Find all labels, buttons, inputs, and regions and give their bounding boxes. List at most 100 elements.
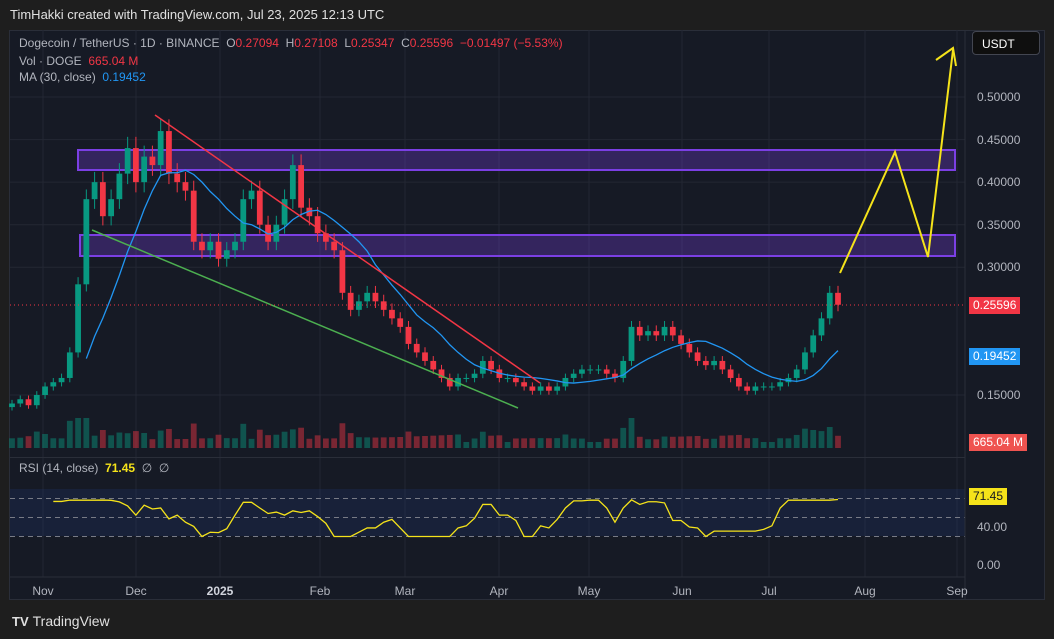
volume-bar [835, 435, 841, 448]
time-tick-label: Aug [854, 584, 876, 598]
rsi-tick-label: 40.00 [977, 520, 1008, 534]
volume-legend[interactable]: Vol · DOGE 665.04 M [19, 54, 138, 68]
volume-bar [818, 431, 825, 448]
rsi-extra-2: ∅ [158, 461, 170, 475]
volume-bar [785, 438, 792, 448]
ma-value: 0.19452 [102, 70, 146, 84]
candle-body [174, 173, 181, 183]
projection-path [839, 49, 954, 274]
volume-bar [413, 436, 420, 448]
candle-body [620, 360, 627, 378]
candle-body [504, 377, 511, 379]
volume-bar [455, 434, 461, 448]
volume-bar [314, 435, 321, 448]
candle-body [223, 250, 230, 259]
volume-bar [760, 442, 767, 448]
candle-body [438, 369, 445, 378]
volume-bar [42, 434, 48, 448]
last-price-badge: 0.25596 [969, 297, 1021, 314]
volume-bar [116, 432, 123, 448]
candle-body [653, 331, 660, 336]
candle-body [190, 190, 197, 242]
candle-body [479, 360, 486, 374]
volume-bar [719, 435, 726, 448]
candle-body [50, 382, 57, 387]
ma-legend[interactable]: MA (30, close) 0.19452 [19, 70, 146, 84]
rsi-line [53, 498, 839, 538]
volume-bar [595, 442, 602, 448]
candle-body [727, 369, 734, 378]
candle-body [314, 216, 321, 234]
volume-badge: 665.04 M [969, 434, 1028, 451]
volume-label: Vol · DOGE [19, 54, 82, 68]
time-tick-label: Mar [394, 584, 416, 598]
volume-bar [9, 438, 15, 448]
candle-body [810, 335, 817, 353]
candle-body [99, 182, 106, 217]
candle-body [471, 373, 478, 378]
open-value: 0.27094 [235, 36, 279, 50]
volume-bar [322, 438, 329, 448]
candle-body [75, 284, 81, 353]
candle-body [166, 131, 172, 174]
candle-body [182, 182, 189, 191]
volume-bar [372, 437, 379, 448]
candle-body [83, 199, 90, 285]
candle-body [636, 326, 643, 336]
candle-body [405, 326, 412, 344]
volume-bar [636, 436, 643, 448]
chart-panel[interactable] [9, 30, 1045, 600]
symbol-legend[interactable]: Dogecoin / TetherUS · 1D · BINANCE O0.27… [19, 36, 563, 50]
symbol-name: Dogecoin / TetherUS · 1D · BINANCE [19, 36, 220, 50]
candle-body [512, 377, 519, 383]
rsi-label: RSI (14, close) [19, 461, 99, 475]
time-tick-label: Feb [309, 584, 331, 598]
time-tick-label: Nov [32, 584, 54, 598]
volume-bar [620, 427, 627, 448]
volume-bar [157, 430, 164, 448]
pane-divider [10, 457, 965, 458]
volume-bar [281, 431, 288, 448]
rsi-band-lines [10, 498, 965, 537]
rsi-legend[interactable]: RSI (14, close) 71.45 ∅ ∅ [19, 461, 169, 475]
volume-bar [645, 439, 651, 448]
volume-bar [215, 434, 222, 448]
candle-body [256, 190, 263, 225]
rsi-badge: 71.45 [969, 488, 1008, 505]
candle-body [669, 326, 676, 336]
volume-bar [364, 437, 371, 448]
volume-bar [174, 439, 181, 448]
volume-bar [25, 436, 32, 448]
volume-bar [289, 429, 296, 448]
candle-body [628, 326, 635, 361]
volume-bar [669, 436, 676, 448]
volume-bar [612, 438, 618, 448]
volume-bar [496, 435, 503, 448]
candle-body [752, 386, 759, 391]
volume-bar [603, 438, 610, 448]
price-tick-label: 0.15000 [977, 387, 1021, 402]
candle-body [380, 301, 387, 310]
volume-bar [273, 434, 280, 448]
currency-button[interactable]: USDT [972, 31, 1040, 55]
volume-bar [744, 438, 751, 448]
rsi-value: 71.45 [105, 461, 136, 475]
candle-body [777, 382, 784, 387]
volume-bar [463, 442, 470, 448]
candle-body [240, 199, 247, 242]
candle-body [694, 352, 701, 361]
tradingview-logo[interactable]: TV TradingView [12, 613, 110, 629]
volume-bar [58, 438, 65, 448]
candle-body [347, 292, 354, 310]
candle-body [570, 373, 577, 378]
candle-body [413, 343, 420, 353]
candle-body [802, 352, 808, 370]
candle-body [207, 241, 214, 251]
candle-body [331, 241, 338, 251]
candle-body [58, 377, 65, 383]
price-tick-label: 0.50000 [977, 90, 1021, 104]
volume-value: 665.04 M [88, 54, 139, 68]
volume-bar [190, 423, 197, 448]
downtrend-line-red [154, 114, 541, 384]
